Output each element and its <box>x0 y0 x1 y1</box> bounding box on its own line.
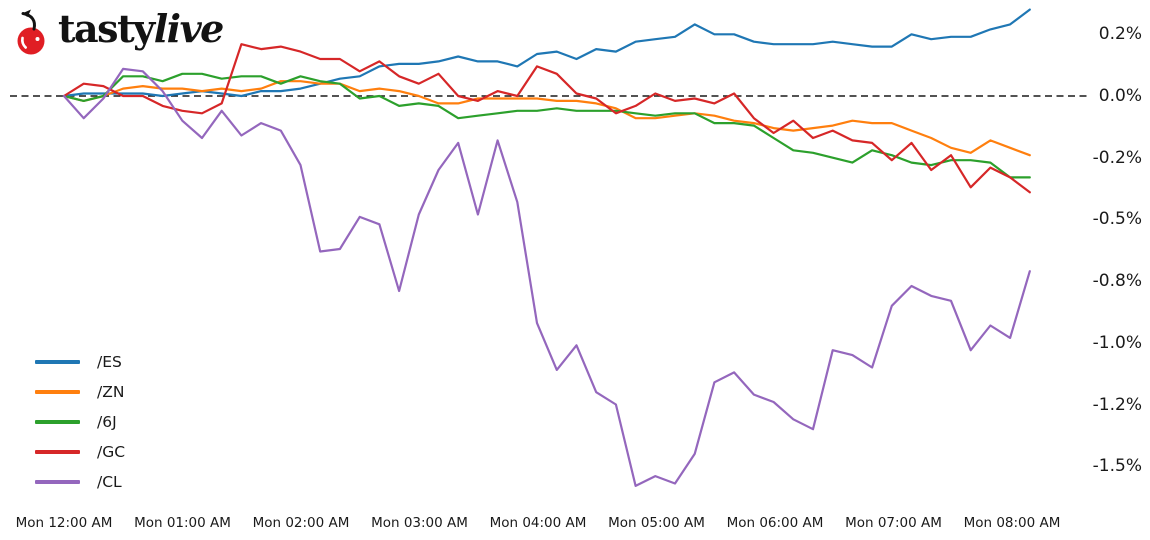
x-tick-label: Mon 12:00 AM <box>15 515 113 531</box>
x-tick-label: Mon 07:00 AM <box>845 515 942 531</box>
cherry-leaf <box>22 9 31 17</box>
cherry-stem <box>21 12 36 31</box>
legend-label: /GC <box>97 443 126 461</box>
legend-label: /ES <box>97 353 122 371</box>
chart-legend: /ES/ZN/6J/GC/CL <box>35 347 125 497</box>
x-tick-label: Mon 05:00 AM <box>608 515 705 531</box>
x-tick-label: Mon 08:00 AM <box>963 515 1061 531</box>
brand-second: live <box>153 6 225 51</box>
legend-label: /CL <box>97 473 122 491</box>
y-tick-label: -0.8% <box>1092 271 1142 292</box>
y-tick-label: -0.2% <box>1092 147 1142 168</box>
tastylive-logo: tastylive <box>10 6 225 58</box>
legend-line-swatch <box>35 420 80 424</box>
series-line-GC <box>62 43 1031 194</box>
legend-label: /6J <box>97 413 117 431</box>
x-tick-label: Mon 04:00 AM <box>489 515 587 531</box>
series-line-CL <box>62 67 1031 487</box>
x-tick-label: Mon 03:00 AM <box>371 515 468 531</box>
y-tick-label: -0.5% <box>1092 209 1142 230</box>
y-tick-label: -1.5% <box>1092 456 1142 477</box>
y-tick-label: -1.2% <box>1092 394 1142 415</box>
legend-item-GC: /GC <box>35 437 125 467</box>
y-tick-label: 0.0% <box>1098 86 1142 106</box>
x-tick-label: Mon 02:00 AM <box>252 515 350 531</box>
y-tick-label: -1.0% <box>1092 332 1142 353</box>
legend-line-swatch <box>35 480 80 484</box>
brand-first: tasty <box>58 6 155 51</box>
series-line-6J <box>62 72 1031 179</box>
legend-item-CL: /CL <box>35 467 125 497</box>
x-tick-label: Mon 01:00 AM <box>134 515 231 531</box>
legend-line-swatch <box>35 450 80 454</box>
legend-label: /ZN <box>97 383 125 401</box>
brand-wordmark: tastylive <box>58 6 225 52</box>
legend-line-swatch <box>35 360 80 364</box>
series-line-ZN <box>62 80 1031 157</box>
legend-item-6J: /6J <box>35 407 125 437</box>
cherry-icon <box>17 9 45 55</box>
legend-line-swatch <box>35 390 80 394</box>
legend-item-ZN: /ZN <box>35 377 125 407</box>
legend-item-ES: /ES <box>35 347 125 377</box>
y-tick-label: 0.2% <box>1098 24 1142 45</box>
x-tick-label: Mon 06:00 AM <box>726 515 824 531</box>
